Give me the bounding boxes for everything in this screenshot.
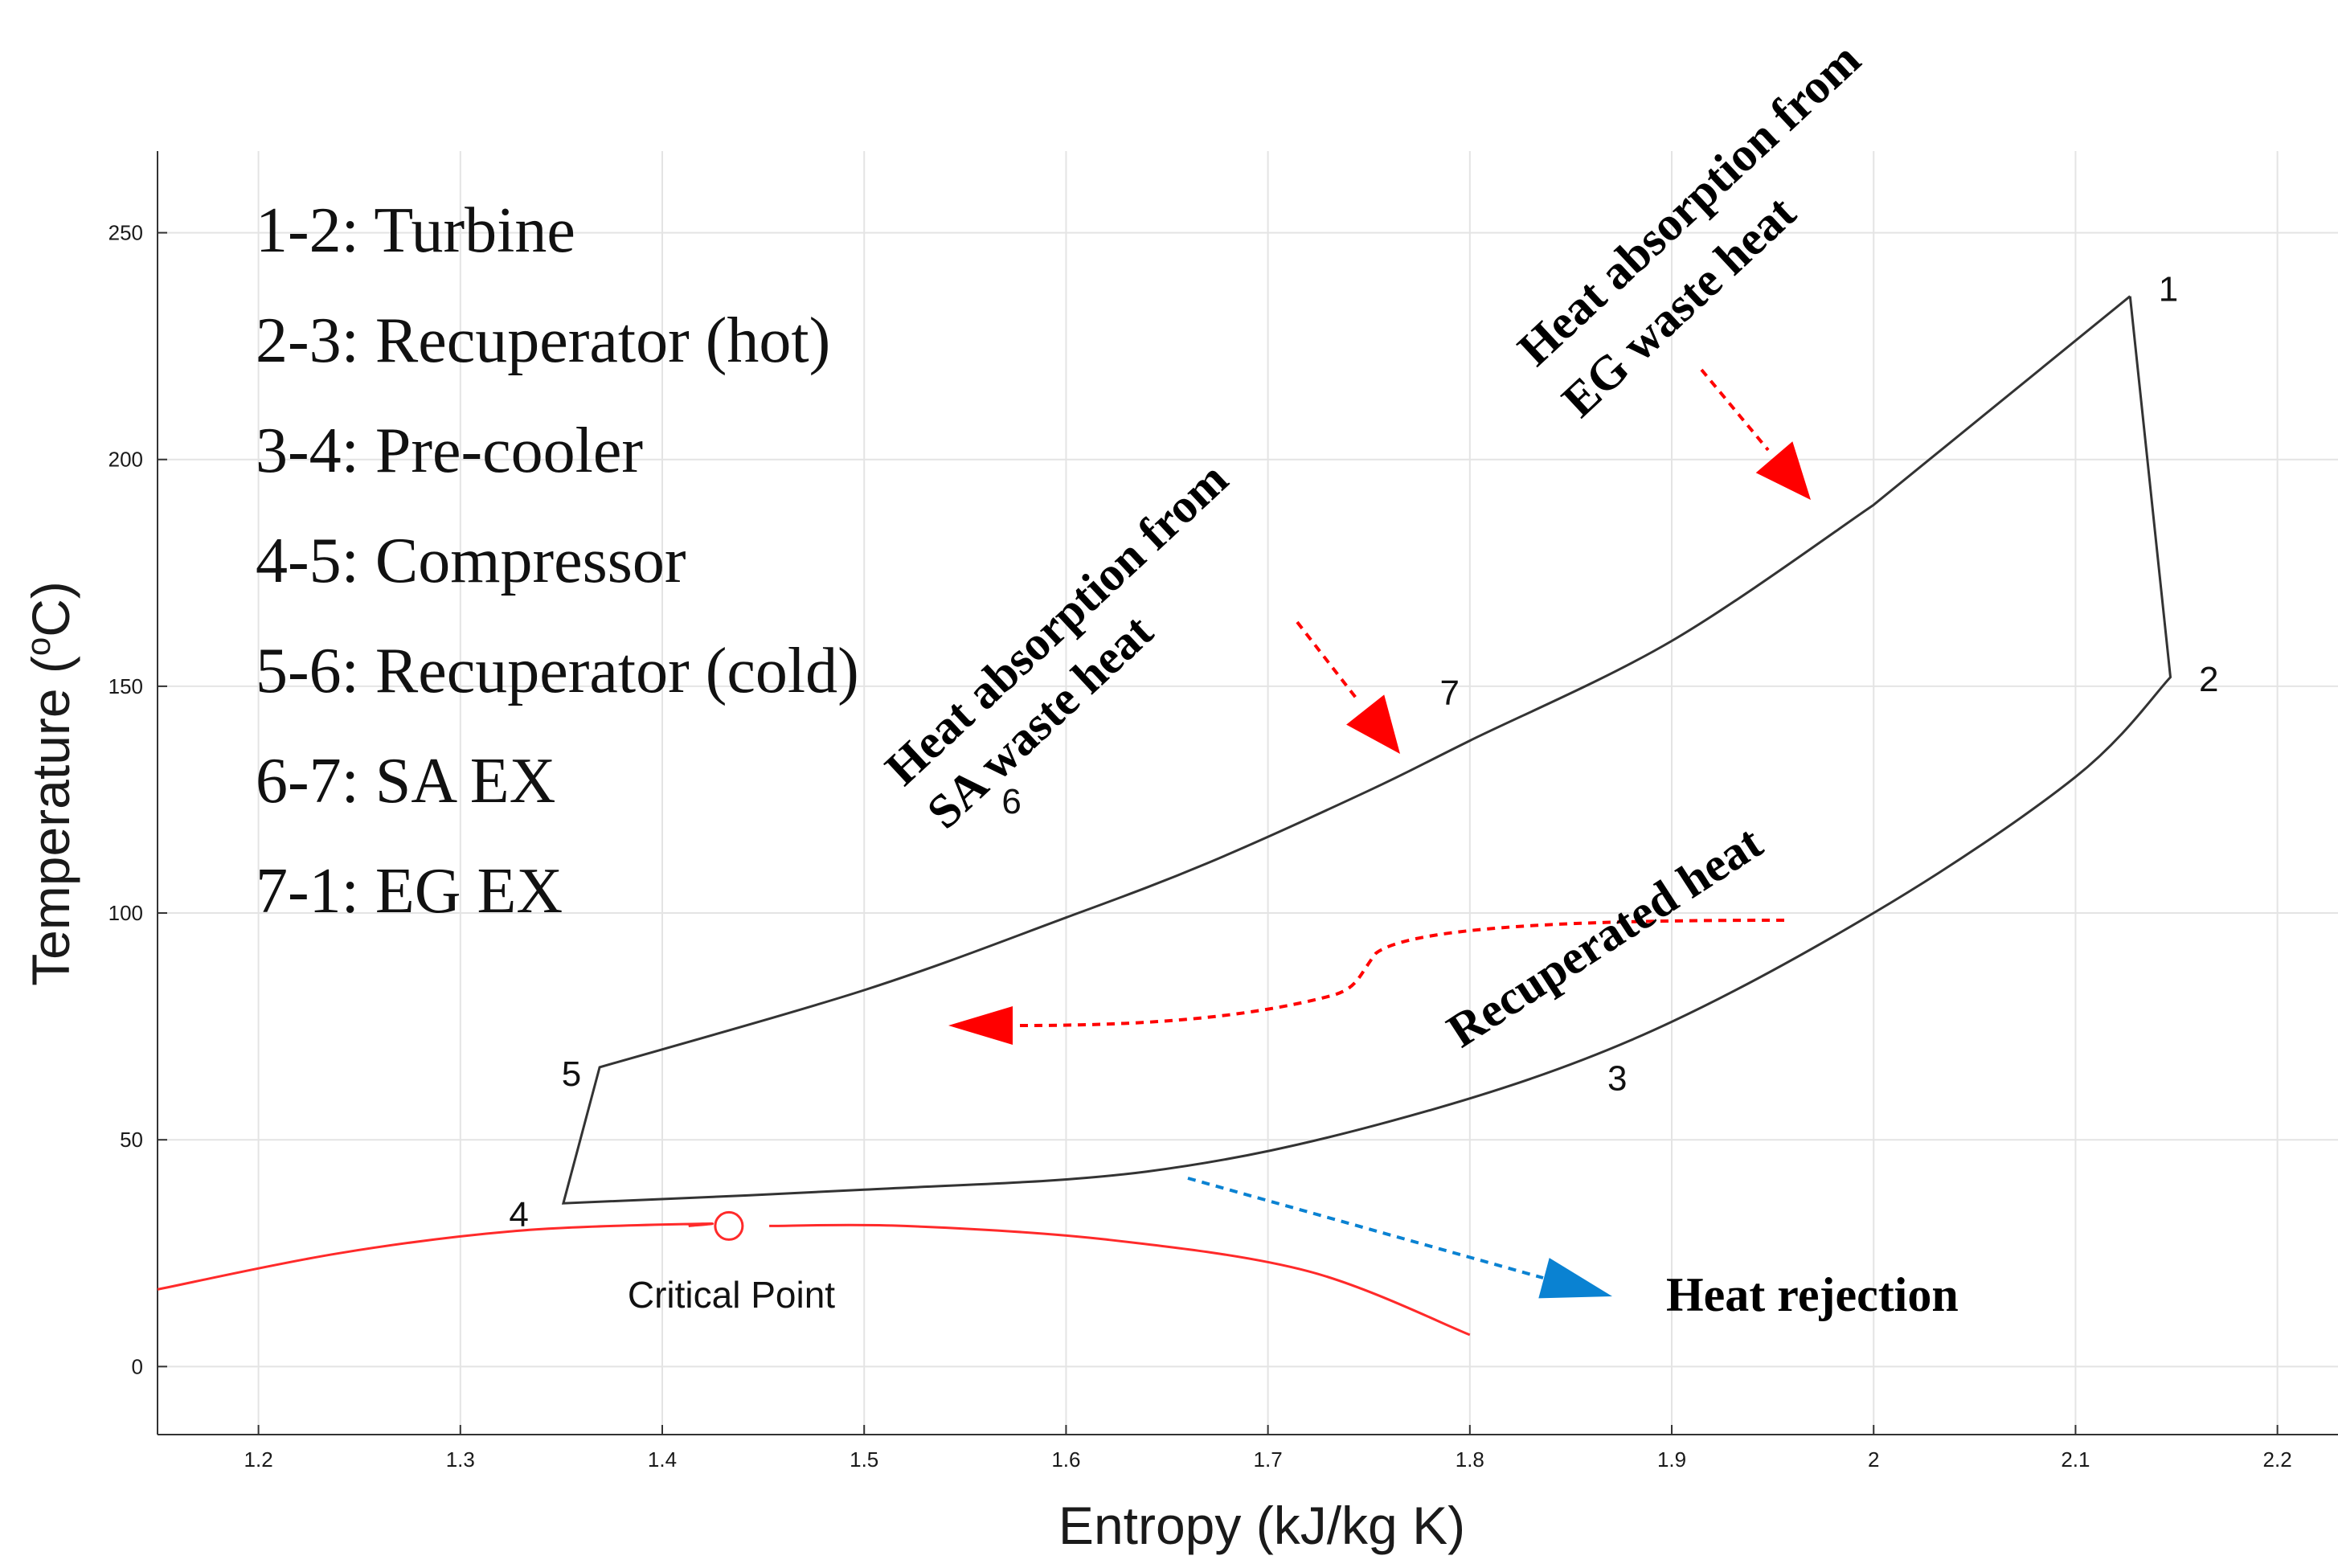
annotation-sa-waste-heat-line1: Heat absorption from: [875, 452, 1238, 795]
x-tick-label: 1.2: [244, 1447, 273, 1472]
legend-line-6: 6-7: SA EX: [256, 746, 555, 817]
y-tick-label: 200: [109, 448, 143, 472]
series-layer: [157, 295, 2172, 1337]
x-tick-label: 1.9: [1657, 1447, 1686, 1472]
x-tick-label: 1.7: [1254, 1447, 1283, 1472]
y-axis-label: Temperature (oC): [19, 581, 80, 986]
y-tick-label: 50: [120, 1128, 143, 1152]
critical-point-label: Critical Point: [628, 1274, 835, 1316]
recuperated-heat-arrow-head: [948, 1006, 1013, 1045]
state-point-label-6: 6: [1001, 782, 1021, 821]
cycle-line: [561, 295, 2172, 1205]
legend-line-3: 3-4: Pre-cooler: [256, 416, 643, 486]
saturation-dome-liquid-line: [157, 1222, 714, 1291]
x-tick-label: 1.5: [850, 1447, 878, 1472]
y-tick-label: 0: [132, 1354, 143, 1378]
legend-line-7: 7-1: EG EX: [256, 856, 563, 927]
state-point-label-7: 7: [1439, 673, 1459, 713]
x-tick-label: 2.1: [2061, 1447, 2090, 1472]
legend-line-1: 1-2: Turbine: [256, 195, 575, 266]
y-tick-label: 100: [109, 901, 143, 925]
grid-layer: [158, 151, 2338, 1435]
arrows-layer: [948, 368, 1811, 1299]
sa-heat-arrow-head: [1346, 694, 1400, 754]
heat-rejection-arrow-head: [1538, 1258, 1612, 1299]
state-point-label-3: 3: [1607, 1058, 1627, 1098]
annotation-recuperated-heat: Recuperated heat: [1438, 816, 1771, 1058]
x-tick-label: 1.4: [648, 1447, 677, 1472]
x-tick-label: 1.3: [446, 1447, 475, 1472]
annotation-heat-rejection: Heat rejection: [1666, 1268, 1959, 1321]
state-point-label-5: 5: [562, 1054, 581, 1094]
critical-point-marker: [714, 1210, 744, 1241]
x-tick-label: 2.2: [2263, 1447, 2292, 1472]
heat-rejection-arrow-shaft: [1187, 1177, 1544, 1279]
state-point-label-4: 4: [509, 1195, 528, 1234]
state-point-label-2: 2: [2199, 660, 2218, 699]
x-tick-label: 1.8: [1456, 1447, 1484, 1472]
saturation-dome-vapor-line: [769, 1223, 1471, 1337]
x-axis-label: Entropy (kJ/kg K): [1058, 1496, 1465, 1555]
eg-heat-arrow-head: [1755, 441, 1811, 500]
legend-line-4: 4-5: Compressor: [256, 526, 686, 596]
axes-layer: 1.2 1.3 1.4 1.5 1.6 1.7 1.8 1.9 2 2.1 2.2 0 50 100 150…: [109, 151, 2338, 1472]
eg-heat-arrow-shaft: [1700, 368, 1770, 452]
y-axis-label-degree: o: [19, 637, 57, 656]
y-axis-label-unit: C): [21, 581, 80, 637]
y-tick-label: 250: [109, 221, 143, 245]
y-axis-label-main: Temperature (: [21, 656, 80, 986]
state-point-label-1: 1: [2159, 270, 2178, 309]
sa-heat-arrow-shaft: [1296, 620, 1360, 702]
legend-line-5: 5-6: Recuperator (cold): [256, 636, 859, 706]
y-tick-label: 150: [109, 674, 143, 698]
labels-layer: 1 2 3 4 5 6 7: [509, 270, 2218, 1234]
recuperated-heat-arrow-shaft: [1018, 919, 1785, 1027]
legend-line-2: 2-3: Recuperator (hot): [256, 305, 830, 376]
process-legend: 1-2: Turbine 2-3: Recuperator (hot) 3-4: P…: [256, 195, 859, 927]
x-tick-label: 1.6: [1051, 1447, 1080, 1472]
x-tick-label: 2: [1868, 1447, 1879, 1472]
